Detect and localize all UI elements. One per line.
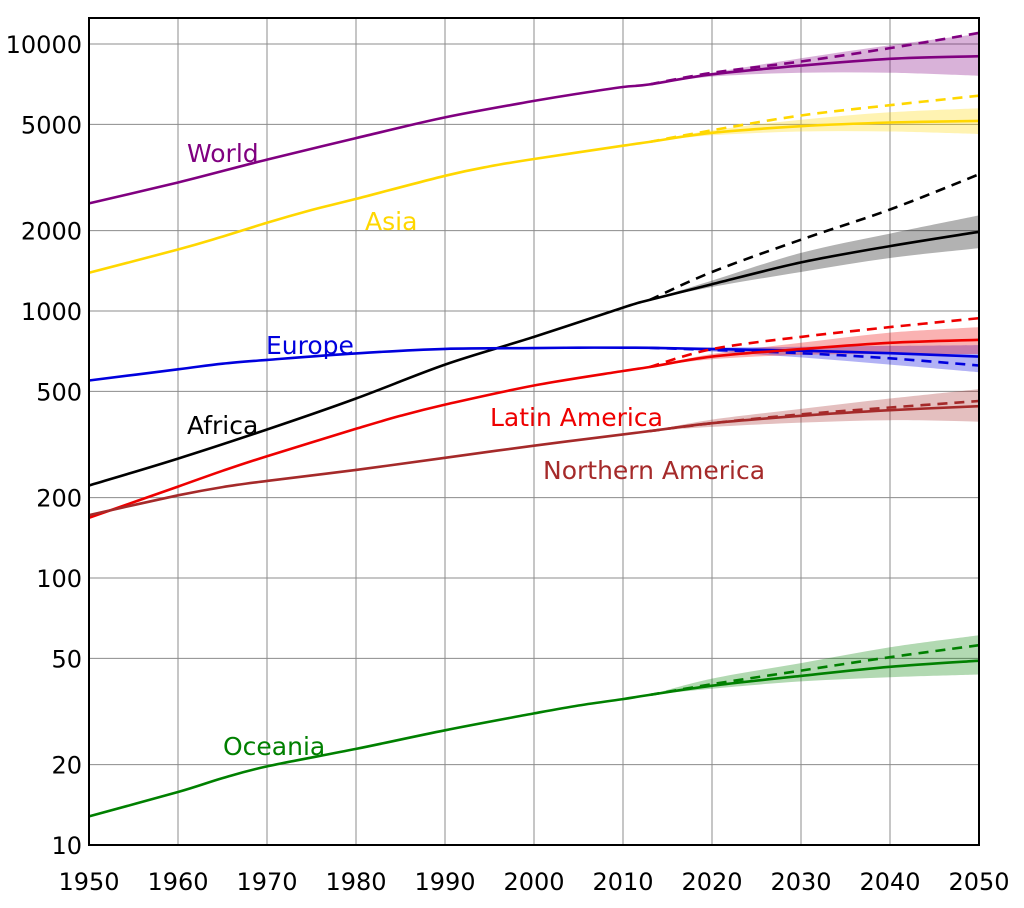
label-europe: Europe — [266, 331, 354, 360]
label-asia: Asia — [365, 207, 417, 236]
plot-frame — [88, 17, 980, 846]
projection-band-oceania — [649, 635, 979, 695]
x-tick-label-2030: 2030 — [770, 868, 831, 896]
x-tick-label-2020: 2020 — [681, 868, 742, 896]
projection-dashed-line-asia — [649, 94, 980, 144]
series-line-asia — [88, 119, 980, 275]
x-tick-label-1990: 1990 — [414, 868, 475, 896]
label-latin-america: Latin America — [490, 403, 663, 432]
label-northern-america: Northern America — [543, 456, 765, 485]
x-tick-label-2000: 2000 — [503, 868, 564, 896]
series-line-oceania — [88, 659, 980, 818]
projection-dashed-line-oceania — [649, 643, 980, 697]
y-tick-label-50: 50 — [51, 645, 82, 673]
label-africa: Africa — [187, 411, 258, 440]
projection-dashed-line-world — [649, 31, 980, 86]
x-tick-label-1970: 1970 — [236, 868, 297, 896]
y-tick-label-10000: 10000 — [6, 31, 82, 59]
x-tick-label-1960: 1960 — [147, 868, 208, 896]
projection-dashed-line-africa — [649, 173, 980, 302]
y-tick-label-500: 500 — [36, 378, 82, 406]
projection-dashed-line-latin-america — [649, 316, 980, 369]
y-tick-label-2000: 2000 — [21, 218, 82, 246]
y-tick-label-5000: 5000 — [21, 111, 82, 139]
y-tick-label-1000: 1000 — [21, 298, 82, 326]
projection-dashed-line-northern-america — [649, 399, 980, 433]
x-tick-labels: 1950 1960 1970 1980 1990 2000 2010 2020 2030 2040… — [58, 868, 1009, 896]
y-tick-label-100: 100 — [36, 565, 82, 593]
series-labels: World Asia Europe Africa Latin America N… — [187, 139, 765, 761]
label-oceania: Oceania — [223, 732, 325, 761]
series-lines — [88, 31, 980, 818]
series-line-world — [88, 54, 980, 205]
x-tick-label-2010: 2010 — [592, 868, 653, 896]
label-world: World — [187, 139, 259, 168]
series-line-europe — [88, 346, 980, 382]
y-tick-label-10: 10 — [51, 832, 82, 860]
x-tick-label-2040: 2040 — [859, 868, 920, 896]
y-tick-label-20: 20 — [51, 752, 82, 780]
x-tick-label-1980: 1980 — [325, 868, 386, 896]
y-tick-label-200: 200 — [36, 485, 82, 513]
series-line-africa — [88, 230, 980, 487]
projection-band-europe — [649, 345, 979, 373]
y-tick-labels: 10 20 50 100 200 500 1000 2000 5000 10000 — [6, 31, 82, 860]
projection-dashed-line-europe — [649, 346, 980, 367]
x-tick-label-2050: 2050 — [948, 868, 1009, 896]
series-line-latin-america — [88, 338, 980, 520]
x-tick-label-1950: 1950 — [58, 868, 119, 896]
series-line-northern-america — [88, 404, 980, 517]
